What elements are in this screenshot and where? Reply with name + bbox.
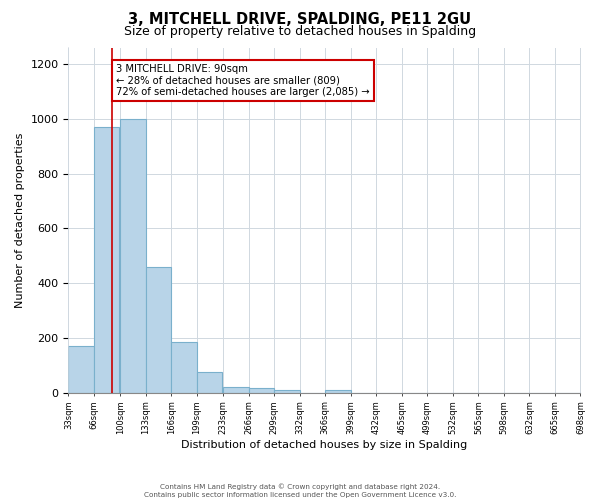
Text: Contains HM Land Registry data © Crown copyright and database right 2024.
Contai: Contains HM Land Registry data © Crown c… [144,484,456,498]
Text: Size of property relative to detached houses in Spalding: Size of property relative to detached ho… [124,25,476,38]
Bar [197,372,223,393]
Bar [120,119,146,393]
Bar [171,342,197,393]
Bar [94,127,119,393]
Text: 3, MITCHELL DRIVE, SPALDING, PE11 2GU: 3, MITCHELL DRIVE, SPALDING, PE11 2GU [128,12,472,28]
Text: 3 MITCHELL DRIVE: 90sqm
← 28% of detached houses are smaller (809)
72% of semi-d: 3 MITCHELL DRIVE: 90sqm ← 28% of detache… [116,64,370,97]
X-axis label: Distribution of detached houses by size in Spalding: Distribution of detached houses by size … [181,440,467,450]
Bar [223,387,248,393]
Bar [274,390,299,393]
Bar [146,266,171,393]
Bar [68,346,94,393]
Bar [325,390,351,393]
Y-axis label: Number of detached properties: Number of detached properties [15,132,25,308]
Bar [248,388,274,393]
